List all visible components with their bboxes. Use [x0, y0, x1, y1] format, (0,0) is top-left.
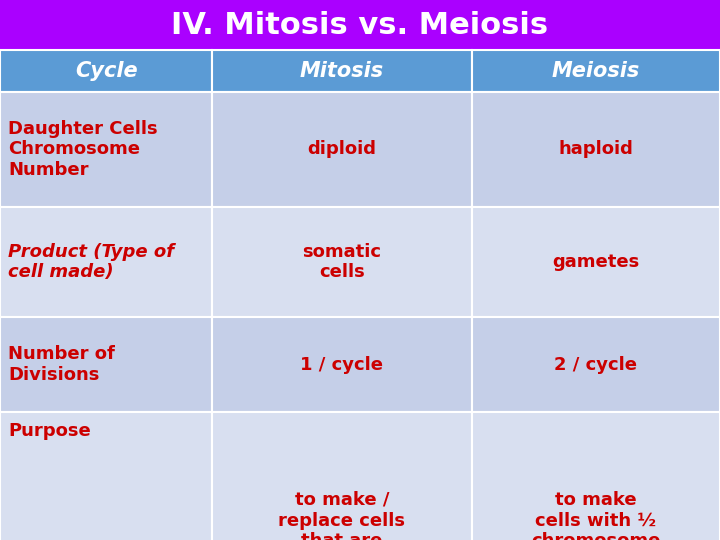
Bar: [212, 50, 472, 92]
Bar: [472, 92, 720, 207]
Text: Product (Type of
cell made): Product (Type of cell made): [8, 242, 174, 281]
Bar: [212, 317, 472, 412]
Text: Daughter Cells
Chromosome
Number: Daughter Cells Chromosome Number: [8, 120, 158, 179]
Text: somatic
cells: somatic cells: [302, 242, 382, 281]
Text: Meiosis: Meiosis: [552, 61, 640, 81]
Text: Purpose: Purpose: [8, 422, 91, 440]
Bar: [0, 207, 212, 317]
Text: Mitosis: Mitosis: [300, 61, 384, 81]
Text: 2 / cycle: 2 / cycle: [554, 355, 637, 374]
Bar: [0, 0, 720, 50]
Text: diploid: diploid: [307, 140, 377, 159]
Bar: [0, 50, 212, 92]
Text: to make /
replace cells
that are
identical: to make / replace cells that are identic…: [279, 491, 405, 540]
Text: 1 / cycle: 1 / cycle: [300, 355, 384, 374]
Text: Cycle: Cycle: [75, 61, 138, 81]
Bar: [0, 317, 212, 412]
Bar: [212, 412, 472, 540]
Text: Number of
Divisions: Number of Divisions: [8, 345, 115, 384]
Bar: [212, 92, 472, 207]
Bar: [472, 207, 720, 317]
Bar: [472, 317, 720, 412]
Text: to make
cells with ½
chromosome
number: to make cells with ½ chromosome number: [531, 491, 660, 540]
Bar: [0, 412, 212, 540]
Text: gametes: gametes: [552, 253, 639, 271]
Bar: [472, 412, 720, 540]
Bar: [0, 92, 212, 207]
Bar: [472, 50, 720, 92]
Text: haploid: haploid: [559, 140, 633, 159]
Text: IV. Mitosis vs. Meiosis: IV. Mitosis vs. Meiosis: [171, 10, 549, 39]
Bar: [212, 207, 472, 317]
